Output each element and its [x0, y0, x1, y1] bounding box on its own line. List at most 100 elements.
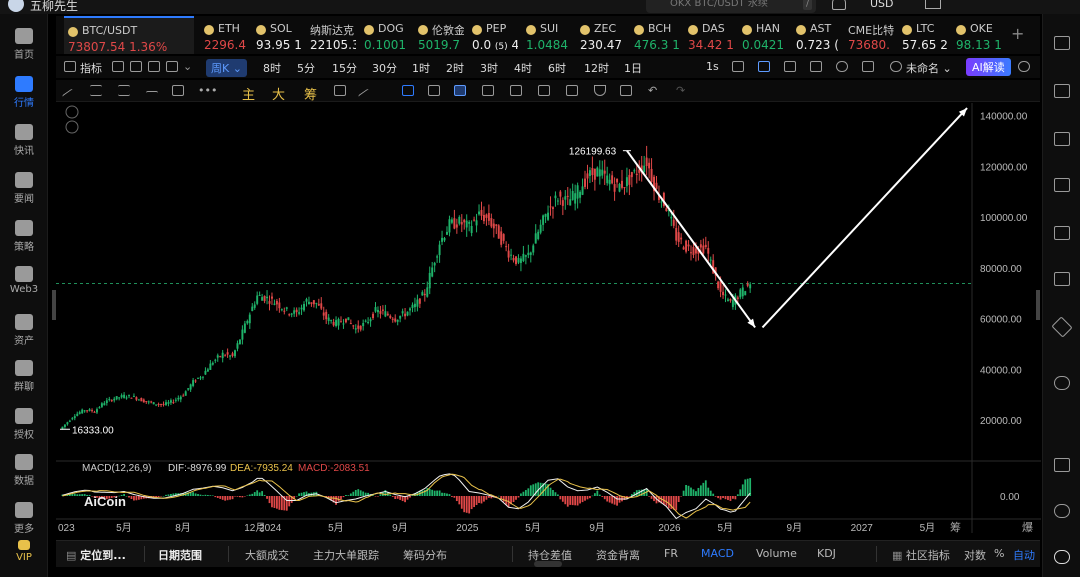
tab-kdj[interactable]: KDJ	[817, 547, 836, 560]
tab-macd[interactable]: MACD	[701, 547, 734, 560]
nav-strategy[interactable]: 策略	[0, 220, 48, 253]
help-icon[interactable]	[1054, 504, 1070, 518]
community-indicator-button[interactable]: ▦ 社区指标	[892, 549, 950, 562]
chevron-down-icon[interactable]: ⌄	[183, 60, 193, 73]
mascot-icon[interactable]	[1054, 550, 1070, 564]
tab-open-interest[interactable]: 持仓差值	[528, 549, 572, 562]
indicator-icon[interactable]	[64, 61, 76, 72]
percent-toggle[interactable]: %	[994, 547, 1005, 560]
mail-icon[interactable]	[925, 0, 941, 9]
cloud-icon[interactable]	[890, 61, 902, 72]
template-icon[interactable]	[166, 61, 178, 72]
locate-button[interactable]: ▤ 定位到...	[66, 549, 126, 562]
fullscreen-icon[interactable]	[862, 61, 874, 72]
ticker-tab[interactable]: PEP 0.0 (5) 4	[472, 22, 518, 52]
ticker-tab[interactable]: CME比特 73680.	[848, 24, 895, 52]
expand-toggle-icon[interactable]	[65, 120, 79, 134]
period-2h[interactable]: 2时	[446, 62, 464, 75]
liquidation-toggle[interactable]: 爆	[1022, 521, 1033, 534]
draw-active-icon[interactable]	[454, 85, 466, 96]
auto-scale-toggle[interactable]: 自动	[1013, 549, 1035, 562]
nav-data[interactable]: 数据	[0, 454, 48, 487]
period-5m[interactable]: 5分	[297, 62, 315, 75]
period-6h[interactable]: 6时	[548, 62, 566, 75]
period-3h[interactable]: 3时	[480, 62, 498, 75]
bell-icon[interactable]	[832, 0, 846, 10]
more-tools-icon[interactable]: •••	[198, 84, 218, 97]
share-icon[interactable]	[784, 61, 796, 72]
ticker-tab[interactable]: BCH 476.3 1	[634, 22, 680, 52]
sync-icon[interactable]	[1054, 376, 1070, 390]
lock-icon[interactable]	[510, 85, 522, 96]
ticker-tab[interactable]: AST 0.723 (	[796, 22, 839, 52]
period-8h[interactable]: 8时	[263, 62, 281, 75]
period-15m[interactable]: 15分	[332, 62, 357, 75]
parallel-tool-icon[interactable]	[90, 85, 102, 96]
tab-chip-distribution[interactable]: 筹码分布	[403, 549, 447, 562]
ticker-tab[interactable]: SUI 1.0484	[526, 22, 568, 52]
add-ticker-button[interactable]: +	[1011, 24, 1025, 43]
pen-icon[interactable]	[758, 61, 770, 72]
chip-toggle[interactable]: 筹	[950, 521, 961, 534]
watchlist-icon[interactable]	[1054, 36, 1070, 50]
panel-icon[interactable]	[1054, 458, 1070, 472]
tab-volume[interactable]: Volume	[756, 547, 797, 560]
diamond-icon[interactable]	[1051, 316, 1073, 338]
tag-icon[interactable]	[566, 85, 578, 96]
fib-tool-icon[interactable]	[118, 85, 130, 96]
period-4h[interactable]: 4时	[514, 62, 532, 75]
info-icon[interactable]	[1054, 226, 1070, 240]
nav-assets[interactable]: 资产	[0, 314, 48, 347]
chart-canvas[interactable]: 140000.00 120000.00 100000.00 80000.00 60000…	[56, 103, 1041, 538]
left-resize-handle[interactable]	[52, 290, 56, 320]
period-1h[interactable]: 1时	[412, 62, 430, 75]
ticker-tab[interactable]: DAS 34.42 1	[688, 22, 734, 52]
camera-icon[interactable]	[732, 61, 744, 72]
currency-select[interactable]: USD	[870, 0, 894, 10]
ticker-tab[interactable]: 伦敦金 5019.7	[418, 24, 464, 52]
compare-icon[interactable]	[334, 85, 346, 96]
tab-divergence[interactable]: 资金背离	[596, 549, 640, 562]
redo-icon[interactable]: ↷	[676, 84, 686, 97]
grid-alt-icon[interactable]	[810, 61, 822, 72]
price-chart[interactable]: 140000.00 120000.00 100000.00 80000.00 60000…	[56, 103, 1041, 538]
nav-more[interactable]: 更多	[0, 502, 48, 535]
brackets-icon[interactable]	[148, 61, 160, 72]
nav-flash[interactable]: 快讯	[0, 124, 48, 157]
tab-large-trades[interactable]: 大额成交	[245, 549, 289, 562]
nav-web3[interactable]: Web3	[0, 266, 48, 295]
ticker-tab[interactable]: BTC/USDT 73807.54 1.36%	[64, 16, 194, 54]
ticker-tab[interactable]: OKE 98.13 1	[956, 22, 1002, 52]
tab-fr[interactable]: FR	[664, 547, 678, 560]
ticker-tab[interactable]: ZEC 230.47	[580, 22, 622, 52]
gear-icon[interactable]	[836, 61, 848, 72]
layout-name-select[interactable]: 未命名 ⌄	[906, 62, 952, 75]
period-30m[interactable]: 30分	[372, 62, 397, 75]
interval-select[interactable]: 1s	[706, 60, 719, 73]
nav-home[interactable]: 首页	[0, 28, 48, 61]
ticker-tab[interactable]: 纳斯达克 22105.3	[310, 24, 356, 52]
rect-tool-icon[interactable]	[172, 85, 184, 96]
ai-interpret-button[interactable]: AI解读	[966, 58, 1011, 76]
ticker-tab[interactable]: DOG 0.1001	[364, 22, 406, 52]
tab-main-orders[interactable]: 主力大单跟踪	[313, 549, 379, 562]
stats-icon[interactable]	[1054, 178, 1070, 192]
share-network-icon[interactable]	[1018, 61, 1030, 72]
ticker-tab[interactable]: LTC 57.65 2	[902, 22, 948, 52]
indicator-button[interactable]: 指标	[80, 62, 102, 75]
cursor-icon[interactable]	[402, 85, 414, 96]
ticker-tab[interactable]: ETH 2296.4	[204, 22, 246, 52]
period-1d[interactable]: 1日	[624, 62, 642, 75]
global-search-input[interactable]: OKX BTC/USDT 永续 /	[646, 0, 816, 13]
trash-icon[interactable]	[620, 85, 632, 96]
chip-main[interactable]: 主	[242, 88, 256, 103]
eye-icon[interactable]	[538, 85, 550, 96]
collapse-toggle-icon[interactable]	[65, 105, 79, 119]
resize-handle[interactable]	[534, 561, 562, 567]
ticker-tab[interactable]: HAN 0.0421	[742, 22, 784, 52]
ticker-tab[interactable]: SOL 93.95 1	[256, 22, 302, 52]
undo-icon[interactable]: ↶	[648, 84, 658, 97]
nav-chat[interactable]: 群聊	[0, 360, 48, 393]
magnet-icon[interactable]	[482, 85, 494, 96]
depth-icon[interactable]	[1054, 132, 1070, 146]
